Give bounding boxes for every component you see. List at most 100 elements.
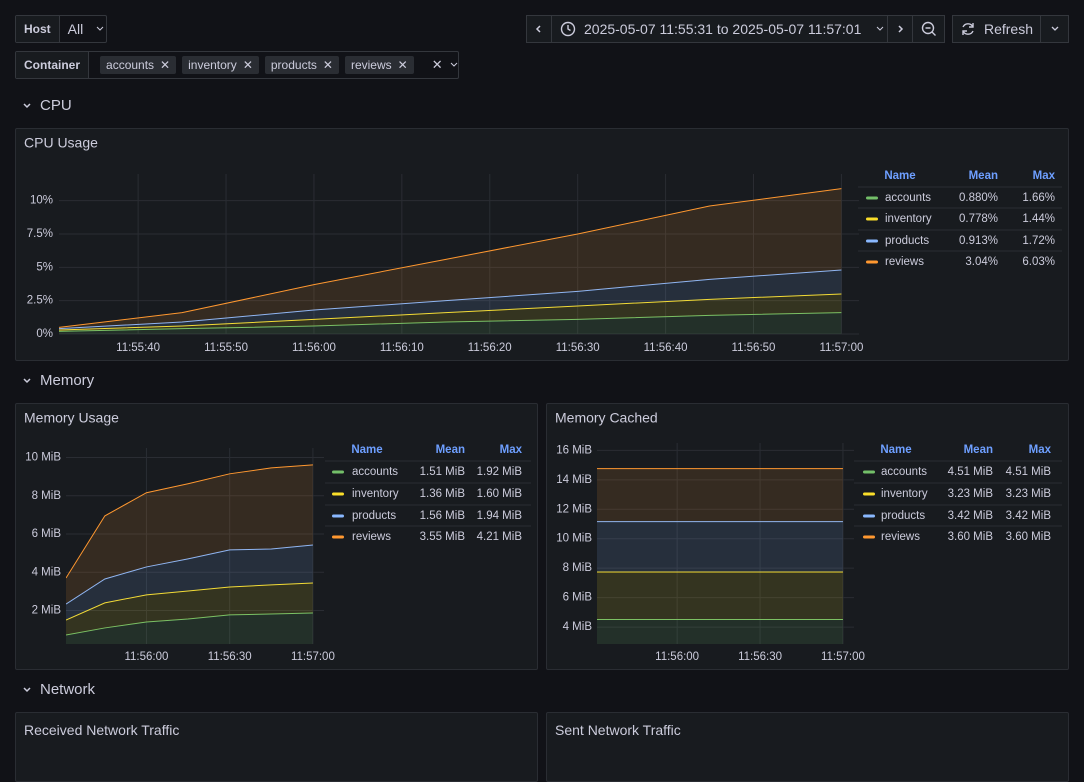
chevron [96, 26, 104, 31]
prev-button[interactable] [526, 15, 552, 43]
chip[interactable]: reviews ✕ [344, 56, 414, 74]
area [66, 464, 313, 605]
zoom-out-button[interactable] [912, 15, 945, 43]
legend-mean: 3.42 MiB [948, 510, 994, 522]
section-row[interactable]: Network [22, 681, 95, 698]
host-value: All [67, 21, 84, 37]
time-picker[interactable]: 2025-05-07 11:55:31 to 2025-05-07 11:57:… [551, 15, 888, 43]
x-axis: 11:56:00 11:56:30 11:57:00 [124, 651, 334, 663]
x-tick-label: 11:56:20 [468, 342, 512, 354]
x-tick-label: 11:56:30 [556, 342, 600, 354]
chevron[interactable] [449, 60, 458, 70]
legend-max: 1.72% [1022, 235, 1055, 247]
legend-swatch [866, 239, 878, 243]
legend-swatch [863, 535, 875, 539]
clock-icon [560, 21, 576, 37]
legend-header: Max [1029, 444, 1052, 456]
panel: Sent Network Traffic [546, 712, 1069, 782]
x-tick-label: 11:56:40 [644, 342, 688, 354]
section-row[interactable]: Memory [22, 372, 94, 389]
legend-header: Max [1033, 170, 1056, 182]
chip[interactable]: inventory ✕ [182, 56, 259, 74]
legend-mean: 1.56 MiB [420, 510, 466, 522]
container-variable[interactable]: Container accounts ✕ inventory ✕ products ✕… [15, 51, 459, 79]
x-tick-label: 11:57:00 [821, 651, 865, 663]
area [66, 544, 313, 621]
next-button[interactable] [887, 15, 913, 43]
area [66, 613, 313, 644]
x-tick-label: 11:56:00 [655, 651, 699, 663]
x-tick-label: 11:56:50 [732, 342, 776, 354]
refresh-interval-button[interactable] [1040, 15, 1069, 43]
remove[interactable]: ✕ [322, 58, 333, 72]
chip[interactable]: products ✕ [264, 56, 339, 74]
legend-header: Name [351, 444, 382, 456]
line [59, 293, 842, 331]
legend-swatch [332, 492, 344, 496]
section-row[interactable]: CPU [22, 97, 72, 114]
container-label: Container [16, 52, 90, 78]
area [597, 521, 843, 572]
remove[interactable]: ✕ [160, 58, 171, 72]
y-tick-label: 2 MiB [32, 605, 62, 617]
legend-name: reviews [881, 531, 920, 543]
legend-mean: 3.55 MiB [420, 531, 466, 543]
section-title: Memory [40, 372, 95, 389]
legend-mean: 0.778% [959, 213, 998, 225]
legend-swatch [863, 470, 875, 474]
legend-name: inventory [352, 488, 399, 500]
legend-mean: 1.36 MiB [420, 488, 466, 500]
plot [597, 468, 843, 644]
legend-name: products [352, 510, 396, 522]
panel-title: Sent Network Traffic [555, 722, 681, 738]
section-title: CPU [40, 97, 72, 114]
chip-text: products [270, 58, 317, 72]
legend-mean: 3.23 MiB [948, 488, 994, 500]
chip-text: inventory [188, 58, 237, 72]
legend-swatch [866, 196, 878, 200]
legend-mean: 0.913% [959, 235, 998, 247]
y-tick-label: 5% [36, 261, 53, 273]
legend-mean: 1.51 MiB [420, 466, 466, 478]
legend-name: accounts [885, 192, 931, 204]
legend-mean: 4.51 MiB [948, 466, 994, 478]
refresh-button[interactable]: Refresh [952, 15, 1041, 43]
legend-name: products [881, 510, 925, 522]
legend-max: 1.94 MiB [477, 510, 523, 522]
area [59, 312, 842, 334]
panel-title: CPU Usage [24, 135, 98, 151]
x-tick-label: 11:55:50 [204, 342, 248, 354]
remove[interactable]: ✕ [397, 58, 408, 72]
legend-header: Mean [436, 444, 465, 456]
legend-max: 4.51 MiB [1006, 466, 1052, 478]
legend-name: reviews [352, 531, 391, 543]
legend-max: 1.92 MiB [477, 466, 523, 478]
panel: Received Network Traffic [15, 712, 538, 782]
line [59, 312, 842, 332]
line [66, 544, 313, 605]
legend-swatch [866, 217, 878, 221]
legend-name: accounts [352, 466, 398, 478]
legend-header: Name [884, 170, 915, 182]
x-tick-label: 11:56:00 [124, 651, 168, 663]
host-variable[interactable]: Host All [15, 15, 107, 43]
y-tick-label: 10% [30, 195, 53, 207]
chip-text: accounts [106, 58, 155, 72]
remove[interactable]: ✕ [242, 58, 253, 72]
panel: CPU Usage 0% 2.5% 5% 7.5% 10% 11:55:40 11:55:50… [15, 128, 1069, 361]
panel-title: Received Network Traffic [24, 722, 180, 738]
legend-name: inventory [885, 213, 932, 225]
y-tick-label: 10 MiB [556, 533, 592, 545]
x-tick-label: 11:57:00 [291, 651, 335, 663]
legend-max: 1.44% [1022, 213, 1055, 225]
panel: Memory Usage 2 MiB 4 MiB 6 MiB 8 MiB 10 MiB 11… [15, 403, 538, 670]
chip-text: reviews [350, 58, 392, 72]
legend-header: Name [880, 444, 911, 456]
chip[interactable]: accounts ✕ [100, 56, 177, 74]
legend-swatch [332, 514, 344, 518]
clear[interactable]: ✕ [431, 57, 443, 72]
y-tick-label: 7.5% [27, 228, 53, 240]
line [66, 464, 313, 579]
x-tick-label: 11:56:30 [738, 651, 782, 663]
